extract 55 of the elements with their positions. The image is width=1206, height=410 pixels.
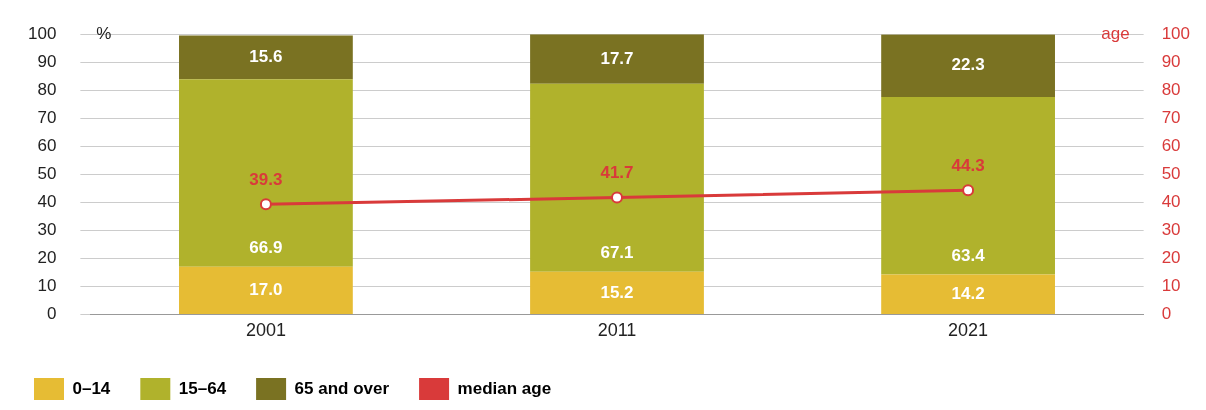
y-tick-label: 10 xyxy=(37,276,57,296)
legend-label: median age xyxy=(457,378,552,398)
data-label: 67.1 xyxy=(600,243,634,263)
y2-tick-label: 80 xyxy=(1161,79,1181,99)
y-tick-label: 70 xyxy=(37,107,57,127)
y-tick-label: 80 xyxy=(37,79,57,99)
y2-tick-label: 100 xyxy=(1161,23,1191,43)
bar xyxy=(179,266,353,314)
data-label: 39.3 xyxy=(249,169,283,189)
bar xyxy=(530,34,704,84)
data-label: 14.2 xyxy=(951,283,985,303)
data-label: 17.0 xyxy=(249,280,283,300)
data-label: 15.2 xyxy=(600,282,634,302)
x-tick-label: 2011 xyxy=(597,320,637,341)
y-tick-label: 30 xyxy=(37,220,57,240)
y2-tick-label: 40 xyxy=(1161,192,1181,212)
y2-tick-label: 30 xyxy=(1161,220,1181,240)
y2-tick-label: 70 xyxy=(1161,107,1181,127)
legend-label: 65 and over xyxy=(294,378,390,398)
y-tick-label: 50 xyxy=(37,163,57,183)
bar xyxy=(179,35,353,80)
bar xyxy=(530,83,704,272)
y-tick-label: 40 xyxy=(37,192,57,212)
bar xyxy=(881,274,1055,314)
bar xyxy=(530,271,704,314)
point xyxy=(611,191,623,204)
y-tick-label: 0 xyxy=(46,304,57,324)
data-label: 17.7 xyxy=(600,48,634,68)
bar xyxy=(881,96,1055,275)
y-tick-label: 60 xyxy=(37,135,57,155)
y2-tick-label: 10 xyxy=(1161,276,1181,296)
data-label: 22.3 xyxy=(951,55,985,75)
data-label: 15.6 xyxy=(249,47,283,67)
data-label: 63.4 xyxy=(951,246,986,266)
y-axis-title: % xyxy=(96,23,112,43)
y2-tick-label: 60 xyxy=(1161,135,1181,155)
x-tick-label: 2021 xyxy=(948,320,989,341)
y2-tick-label: 90 xyxy=(1161,51,1181,71)
data-label: 44.3 xyxy=(951,155,985,175)
bar xyxy=(881,34,1055,97)
point xyxy=(259,198,272,211)
y2-tick-label: 50 xyxy=(1161,163,1181,183)
data-label: 66.9 xyxy=(249,238,283,258)
x-tick-label: 2001 xyxy=(245,320,286,341)
legend-label: 15–64 xyxy=(178,378,227,398)
point xyxy=(962,184,975,197)
y-tick-label: 100 xyxy=(27,23,57,43)
y-tick-label: 90 xyxy=(37,51,57,71)
y2-tick-label: 0 xyxy=(1161,304,1172,324)
y2-tick-label: 20 xyxy=(1161,248,1181,268)
y2-axis-title: age xyxy=(1101,23,1130,43)
y-tick-label: 20 xyxy=(37,248,57,268)
data-label: 41.7 xyxy=(600,163,634,183)
legend-label: 0–14 xyxy=(72,378,111,398)
bar xyxy=(179,79,353,267)
